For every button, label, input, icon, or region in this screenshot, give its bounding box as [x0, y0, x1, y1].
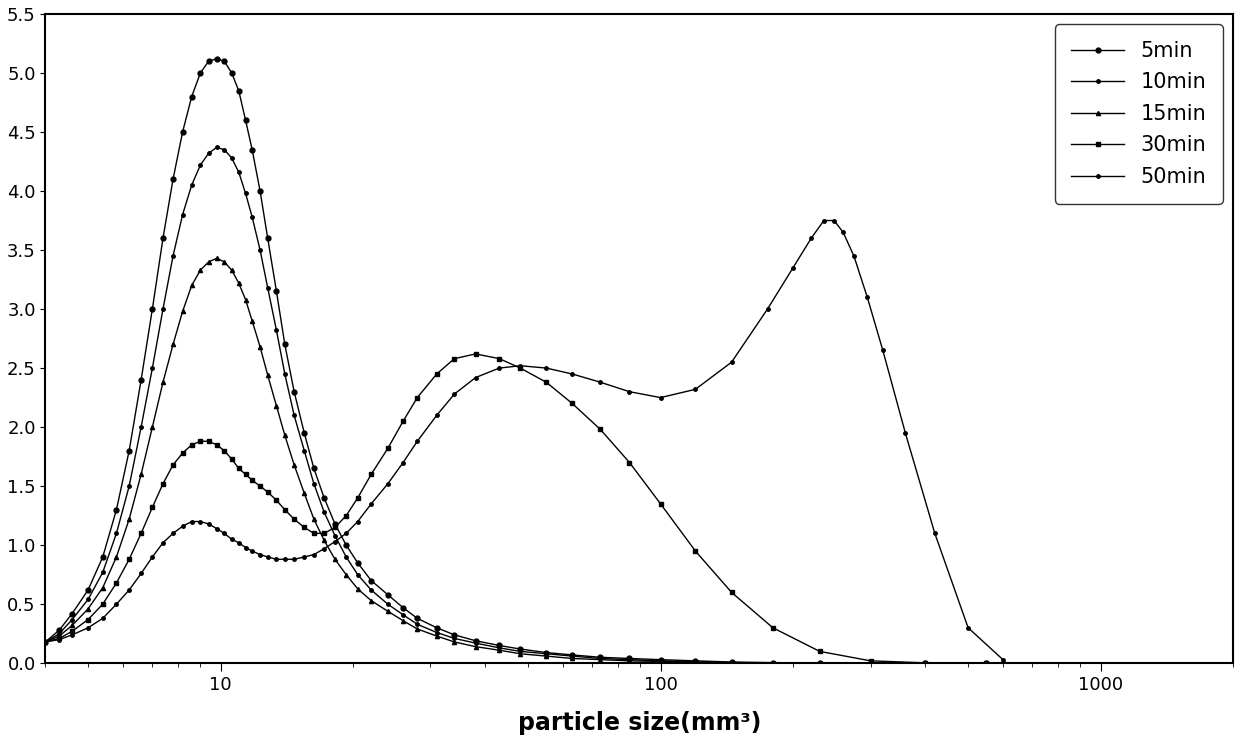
30min	[339, 511, 353, 520]
X-axis label: particle size(mm³): particle size(mm³)	[517, 711, 761, 735]
Line: 5min: 5min	[43, 56, 988, 666]
30min	[350, 493, 365, 502]
50min	[816, 216, 831, 225]
5min	[978, 659, 993, 668]
5min	[210, 54, 224, 63]
10min	[210, 143, 224, 152]
10min	[978, 659, 993, 668]
5min	[363, 576, 378, 585]
10min	[410, 620, 425, 628]
Line: 30min: 30min	[43, 352, 988, 665]
5min	[396, 603, 410, 612]
30min	[38, 637, 53, 646]
15min	[210, 254, 224, 263]
15min	[396, 617, 410, 626]
10min	[539, 649, 554, 658]
30min	[381, 444, 396, 453]
50min	[38, 637, 53, 646]
15min	[363, 596, 378, 605]
10min	[363, 585, 378, 594]
10min	[863, 659, 878, 668]
10min	[350, 570, 365, 579]
15min	[38, 637, 53, 646]
5min	[38, 637, 53, 646]
30min	[201, 437, 216, 446]
5min	[539, 648, 554, 657]
Line: 10min: 10min	[43, 145, 988, 665]
15min	[539, 651, 554, 660]
50min	[429, 411, 444, 420]
15min	[863, 659, 878, 668]
15min	[978, 659, 993, 668]
15min	[410, 625, 425, 634]
5min	[918, 659, 932, 668]
Line: 50min: 50min	[43, 219, 1004, 661]
5min	[410, 614, 425, 623]
50min	[185, 517, 200, 526]
30min	[978, 659, 993, 668]
10min	[201, 149, 216, 158]
10min	[396, 611, 410, 620]
50min	[363, 499, 378, 508]
50min	[836, 228, 851, 237]
50min	[996, 655, 1011, 664]
5min	[201, 56, 216, 65]
50min	[201, 519, 216, 528]
50min	[253, 550, 268, 559]
30min	[724, 588, 739, 597]
15min	[350, 585, 365, 594]
Legend: 5min, 10min, 15min, 30min, 50min: 5min, 10min, 15min, 30min, 50min	[1055, 24, 1223, 203]
5min	[350, 559, 365, 568]
Line: 15min: 15min	[43, 256, 988, 666]
15min	[201, 257, 216, 266]
10min	[38, 637, 53, 646]
30min	[469, 349, 484, 358]
30min	[539, 378, 554, 387]
